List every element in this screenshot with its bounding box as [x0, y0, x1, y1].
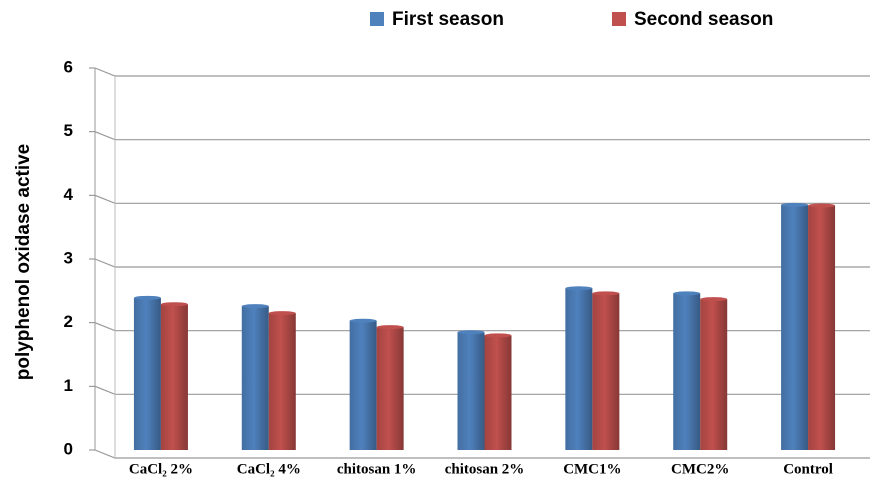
y-tick-label: 6 — [64, 57, 73, 76]
bar-top — [808, 203, 836, 208]
bar-top — [673, 291, 701, 296]
grid-line — [94, 258, 870, 268]
bar-top — [781, 202, 809, 207]
bar-top — [349, 318, 377, 323]
bar-top — [484, 333, 512, 338]
bar-top — [268, 311, 296, 316]
x-tick-label: CaCl₂ 2% — [129, 461, 193, 477]
legend-label: Second season — [634, 9, 773, 30]
grid-line — [94, 131, 870, 141]
bar — [565, 288, 593, 450]
bar-top — [376, 325, 404, 330]
y-tick-label: 0 — [64, 439, 73, 458]
legend-swatch — [612, 12, 626, 26]
legend-label: First season — [392, 9, 504, 30]
bar-top — [241, 304, 269, 309]
grid-line — [94, 322, 870, 332]
x-tick-label: CaCl₂ 4% — [237, 461, 301, 477]
x-tick-label: CMC2% — [671, 461, 729, 477]
bar — [673, 293, 701, 450]
grid-line — [94, 67, 870, 77]
x-tick-label: Control — [783, 461, 833, 477]
y-tick-label: 1 — [64, 376, 73, 395]
bar — [349, 320, 377, 450]
bar — [241, 306, 269, 450]
bar-top — [565, 286, 593, 291]
y-tick-label: 5 — [64, 121, 73, 140]
bar — [700, 299, 728, 450]
y-tick-label: 3 — [64, 248, 73, 267]
bar-top — [700, 297, 728, 302]
bar — [133, 297, 161, 450]
y-tick-label: 4 — [64, 185, 74, 204]
bar — [484, 335, 512, 450]
bar-top — [133, 295, 161, 300]
grid-line — [94, 194, 870, 204]
bar — [160, 304, 188, 450]
bar-top — [592, 291, 620, 296]
bar-top — [160, 302, 188, 307]
bar — [268, 313, 296, 450]
bar — [376, 327, 404, 450]
y-axis-label: polyphenol oxidase active — [13, 144, 34, 381]
legend-swatch — [370, 12, 384, 26]
x-tick-label: chitosan 2% — [445, 461, 525, 477]
grid-line — [94, 449, 870, 459]
bar — [781, 204, 809, 450]
x-tick-label: chitosan 1% — [337, 461, 417, 477]
bar — [592, 293, 620, 450]
y-tick-label: 2 — [64, 312, 73, 331]
bar — [457, 332, 485, 450]
x-tick-label: CMC1% — [563, 461, 621, 477]
bar-top — [457, 330, 485, 335]
bar — [808, 205, 836, 450]
